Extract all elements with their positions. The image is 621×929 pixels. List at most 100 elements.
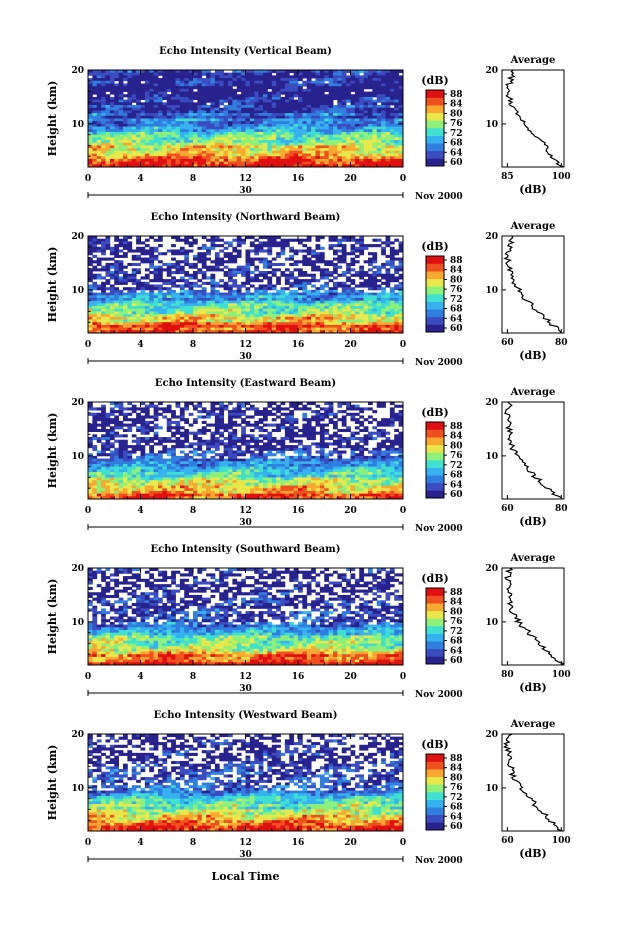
heatmap-cell [245, 164, 251, 168]
heatmap-cell [101, 105, 106, 109]
heatmap-cell [101, 289, 106, 293]
heatmap-cell [123, 279, 128, 283]
heatmap-cell [324, 273, 330, 277]
heatmap-cell [341, 110, 347, 114]
heatmap-cell [105, 145, 111, 149]
heatmap-cell [210, 322, 216, 326]
heatmap-cell [214, 142, 220, 146]
heatmap-cell [201, 137, 207, 141]
heatmap-cell [284, 273, 290, 277]
heatmap-cell [214, 262, 220, 267]
heatmap-cell [267, 96, 273, 101]
heatmap-cell [267, 311, 273, 315]
heatmap-cell [88, 249, 93, 253]
heatmap-cell [105, 96, 111, 101]
heatmap-cell [123, 407, 128, 411]
heatmap-cell [214, 238, 220, 242]
heatmap-cell [144, 72, 150, 76]
heatmap-cell [267, 164, 273, 168]
heatmap-cell [319, 80, 325, 84]
heatmap-cell [136, 123, 141, 127]
heatmap-cell [193, 134, 198, 138]
heatmap-cell [162, 123, 168, 127]
heatmap-cell [354, 99, 360, 103]
heatmap-cell [341, 161, 347, 165]
heatmap-cell [158, 126, 163, 130]
heatmap-cell [271, 99, 277, 103]
heatmap-cell [88, 105, 93, 109]
heatmap-cell [271, 75, 277, 79]
heatmap-cell [394, 306, 400, 310]
heatmap-cell [368, 118, 373, 122]
heatmap-cell [171, 91, 176, 95]
heatmap-cell [158, 78, 163, 82]
heatmap-cell [328, 110, 334, 114]
heatmap-cell [311, 292, 316, 296]
heatmap-cell [219, 324, 225, 329]
heatmap-cell [158, 284, 163, 288]
heatmap-cell [398, 273, 404, 277]
heatmap-cell [236, 118, 242, 122]
heatmap-cell [398, 142, 404, 146]
heatmap-cell [175, 102, 181, 106]
heatmap-cell [284, 121, 290, 125]
heatmap-cell [376, 164, 382, 168]
heatmap-cell [123, 295, 128, 299]
heatmap-cell [232, 94, 238, 98]
heatmap-cell [280, 156, 286, 160]
heatmap-cell [328, 115, 334, 119]
heatmap-cell [271, 86, 277, 90]
heatmap-cell [302, 311, 308, 315]
heatmap-cell [293, 105, 299, 109]
heatmap-cell [188, 137, 194, 141]
heatmap-cell [302, 271, 308, 275]
heatmap-cell [136, 241, 141, 245]
heatmap-cell [158, 244, 163, 248]
heatmap-cell [92, 96, 98, 101]
heatmap-cell [333, 113, 338, 117]
heatmap-cell [245, 126, 251, 130]
heatmap-cell [92, 129, 98, 133]
heatmap-cell [376, 311, 382, 315]
heatmap-cell [350, 311, 356, 315]
heatmap-cell [337, 70, 343, 74]
heatmap-cell [333, 131, 338, 136]
heatmap-cell [179, 96, 185, 101]
heatmap-cell [254, 319, 260, 323]
heatmap-cell [280, 402, 286, 406]
heatmap-cell [350, 72, 356, 76]
heatmap-cell [236, 292, 242, 296]
heatmap-cell [179, 306, 185, 310]
heatmap-cell [324, 137, 330, 141]
heatmap-cell [162, 319, 168, 323]
heatmap-cell [206, 252, 211, 256]
heatmap-cell [394, 123, 400, 127]
heatmap-cell [354, 273, 360, 277]
heatmap-cell [149, 99, 155, 103]
heatmap-cell [245, 78, 251, 82]
heatmap-cell [298, 287, 303, 291]
heatmap-cell [228, 78, 233, 82]
heatmap-cell [179, 284, 185, 288]
heatmap-cell [149, 402, 155, 406]
heatmap-cell [368, 83, 373, 87]
heatmap-cell [245, 142, 251, 146]
heatmap-cell [223, 287, 229, 291]
heatmap-cell [109, 88, 115, 92]
heatmap-cell [149, 110, 155, 114]
heatmap-cell [385, 148, 391, 152]
heatmap-cell [350, 131, 356, 136]
heatmap-cell [188, 265, 194, 269]
heatmap-cell [96, 161, 102, 165]
heatmap-cell [101, 308, 106, 312]
heatmap-cell [293, 268, 299, 272]
heatmap-cell [328, 88, 334, 92]
heatmap-cell [319, 316, 325, 320]
heatmap-cell [127, 311, 133, 315]
heatmap-cell [280, 300, 286, 304]
heatmap-cell [258, 83, 264, 87]
heatmap-cell [280, 164, 286, 168]
heatmap-cell [171, 314, 176, 318]
heatmap-cell [109, 287, 115, 291]
heatmap-cell [228, 113, 233, 117]
